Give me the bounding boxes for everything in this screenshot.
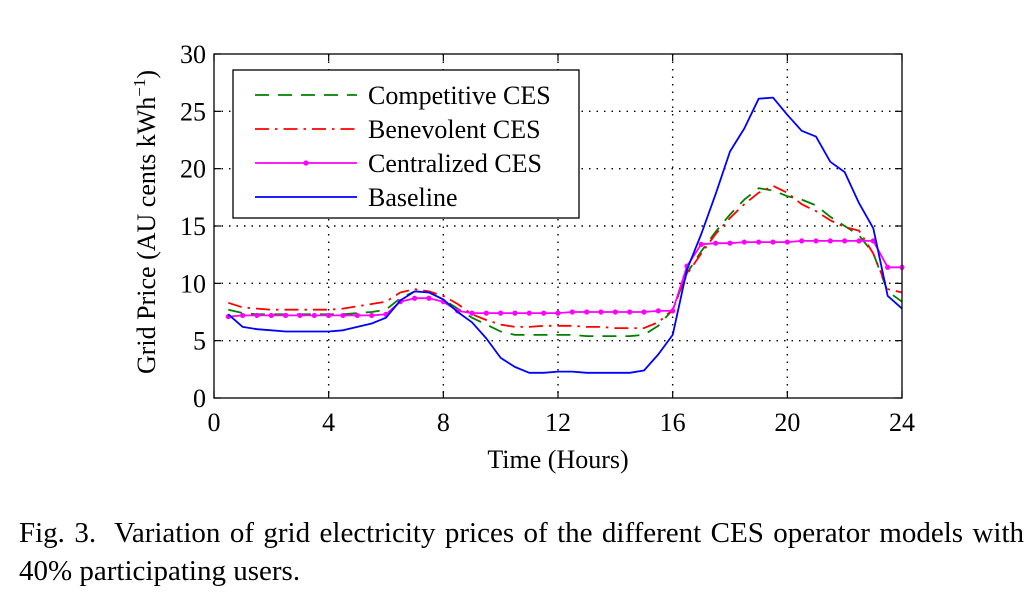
y-axis-label-unit-exponent: −1 [130,79,149,97]
series-point-2 [813,238,819,244]
series-point-2 [670,308,676,314]
legend-marker [303,160,309,166]
x-axis-label: Time (Hours) [487,445,628,474]
series-point-2 [842,238,848,244]
series-point-2 [512,310,518,316]
series-point-2 [655,308,661,314]
series-line-1 [228,184,903,330]
y-axis-ticks: 0 5 10 15 20 25 30 [180,40,902,413]
series-point-2 [713,240,719,246]
series-point-2 [584,309,590,315]
figure-caption: Fig. 3. Variation of grid electricity pri… [19,514,1024,590]
y-tick-label: 15 [180,212,206,241]
x-tick-label: 20 [774,408,800,437]
y-axis-label-close: ) [132,70,161,79]
series-point-2 [569,309,575,315]
series-point-2 [498,310,504,316]
y-tick-label: 5 [193,327,206,356]
series-point-2 [641,309,647,315]
series-point-2 [612,309,618,315]
series-point-2 [483,310,489,316]
legend-label-3: Baseline [368,183,458,212]
legend-label-2: Centralized CES [368,149,542,178]
series-point-2 [756,239,762,245]
series-point-2 [555,310,561,316]
y-tick-label: 25 [180,97,206,126]
series-point-2 [469,310,475,316]
series-line-3 [227,96,903,374]
series-point-2 [354,312,360,319]
y-tick-label: 0 [193,384,206,413]
series-lines [225,96,905,374]
series-point-2 [885,264,891,270]
x-tick-label: 8 [437,408,450,437]
series-point-2 [283,312,289,319]
series-point-2 [827,238,833,244]
y-axis-label-main: Grid Price (AU cents kWh [132,97,161,374]
series-point-2 [598,309,604,315]
series-point-2 [784,239,790,245]
series-point-2 [698,241,704,247]
series-point-2 [297,312,303,319]
series-point-2 [426,295,432,301]
series-point-2 [770,239,776,245]
series-point-2 [340,312,346,319]
series-point-2 [627,309,633,315]
series-line-2 [228,239,902,318]
series-point-2 [311,312,317,319]
series-point-2 [741,239,747,245]
legend-label-1: Benevolent CES [368,115,541,144]
series-point-2 [870,238,876,244]
series-point-2 [799,238,805,244]
x-tick-label: 16 [660,408,686,437]
caption-text: Variation of grid electricity prices of … [19,517,1024,587]
x-tick-label: 4 [322,408,335,437]
y-tick-label: 30 [180,40,206,69]
series-point-2 [268,312,274,319]
series-point-2 [369,312,375,319]
series-point-2 [727,240,733,246]
x-tick-label: 12 [545,408,571,437]
y-axis-label: Grid Price (AU cents kWh−1) [130,70,161,374]
series-point-2 [326,312,332,319]
y-tick-label: 10 [180,269,206,298]
figure-number: Fig. 3. [19,517,97,549]
y-tick-label: 20 [180,155,206,184]
series-point-2 [526,310,532,316]
x-tick-label: 0 [208,408,221,437]
series-point-2 [541,310,547,316]
x-tick-label: 24 [889,408,915,437]
series-point-2 [240,312,246,319]
series-point-2 [412,295,418,301]
plot-area-frame [213,53,903,399]
series-point-2 [254,312,260,319]
legend-label-0: Competitive CES [368,81,551,110]
series-line-0 [228,187,903,338]
x-axis-ticks: 0 4 8 12 16 20 24 [208,54,915,437]
series-point-2 [856,238,862,244]
legend: Competitive CES Benevolent CES Centralized… [232,69,580,219]
